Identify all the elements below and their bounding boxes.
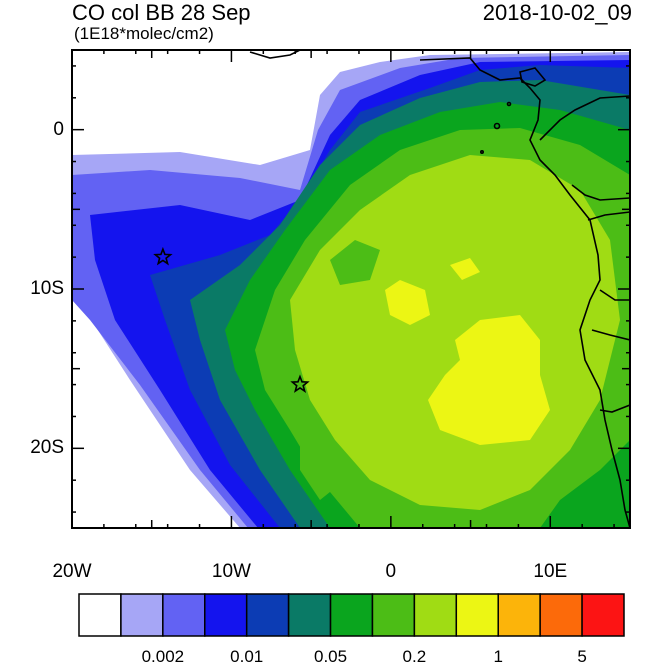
x-tick-label: 10E [533,561,568,582]
colorbar-tick-label: 0.002 [141,647,185,666]
x-tick-label: 20W [52,561,92,582]
axis-ticks [71,49,631,529]
colorbar-swatch [455,593,499,637]
colorbar-swatch [539,593,583,637]
x-tick-label: 0 [385,561,397,582]
colorbar-tick-label: 0.05 [313,647,348,666]
marker-layer [153,246,310,393]
colorbar [78,593,625,637]
colorbar-tick-label: 5 [577,647,587,666]
datetime-label: 2018-10-02_09 [482,0,632,25]
colorbar-swatch [581,593,625,637]
colorbar-swatch [78,593,122,637]
units-subtitle: (1E18*molec/cm2) [74,24,214,43]
colorbar-tick-label: 0.01 [230,647,264,666]
y-tick-label: 20S [30,437,64,459]
colorbar-tick-label: 0.2 [402,647,427,666]
concentration-field [72,50,630,528]
colorbar-swatch [120,593,164,637]
colorbar-tick-label: 1 [493,647,503,666]
colorbar-swatch [162,593,206,637]
colorbar-swatch [329,593,374,637]
star-marker-icon [290,374,310,393]
colorbar-swatch [413,593,458,637]
x-tick-label: 10W [211,561,251,582]
star-marker-icon [153,246,173,266]
y-tick-label: 10S [30,278,64,299]
colorbar-swatch [497,593,541,637]
colorbar-swatch [287,593,332,637]
colorbar-swatch [245,593,290,637]
colorbar-swatch [204,593,248,637]
colorbar-swatch [371,593,416,637]
map-title: CO col BB 28 Sep [72,0,251,25]
y-tick-label: 0 [53,118,64,140]
